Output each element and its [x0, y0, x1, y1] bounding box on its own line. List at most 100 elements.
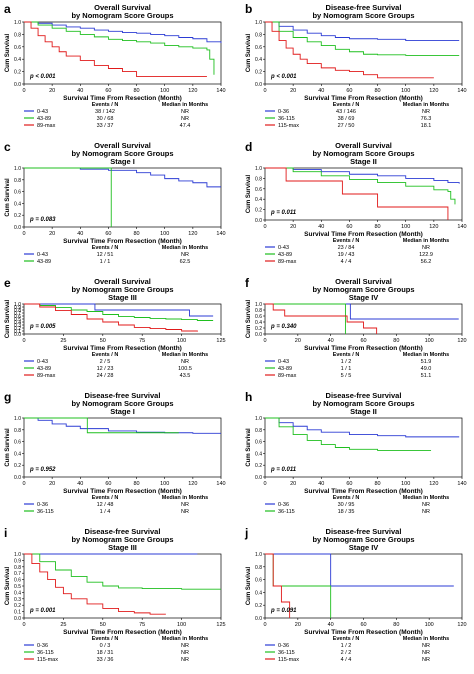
x-tick-label: 100	[401, 224, 410, 230]
legend-header-median: Median in Months	[162, 495, 208, 501]
legend-group-name: 0-36	[278, 502, 289, 508]
panel-title-line: by Nomogram Score Groups	[71, 535, 173, 544]
legend-median: NR	[422, 502, 430, 508]
y-tick-label: 0.8	[255, 428, 262, 434]
legend-group-name: 0-36	[278, 643, 289, 649]
x-tick-label: 0	[263, 481, 266, 487]
x-tick-label: 0	[22, 622, 25, 628]
y-tick-label: 0.7	[14, 571, 21, 577]
y-tick-label: 0.0	[14, 475, 21, 481]
y-tick-label: 0.0	[255, 332, 262, 338]
y-tick-label: 0.7	[14, 311, 21, 317]
x-tick-label: 60	[346, 88, 352, 94]
x-tick-label: 0	[263, 88, 266, 94]
legend-events: 2 / 2	[341, 650, 352, 656]
legend-header-events: Events / N	[92, 352, 119, 358]
legend-group-name: 0-43	[37, 109, 48, 115]
y-tick-label: 0.8	[255, 565, 262, 571]
series-line-0-36	[24, 417, 221, 434]
plot-frame	[23, 417, 222, 478]
x-tick-label: 75	[139, 338, 145, 344]
panel-letter: i	[4, 526, 7, 540]
legend-median: NR	[181, 109, 189, 115]
y-tick-label: 0.2	[255, 463, 262, 469]
legend-median: NR	[422, 245, 430, 251]
x-tick-label: 140	[457, 481, 466, 487]
p-value: p = 0.001	[29, 608, 56, 614]
x-axis-label: Survival Time From Resection (Month)	[63, 345, 182, 352]
legend-group-name: 43-89	[37, 366, 51, 372]
x-tick-label: 20	[290, 481, 296, 487]
legend-events: 1 / 1	[100, 259, 111, 265]
x-tick-label: 100	[401, 88, 410, 94]
x-tick-label: 0	[22, 338, 25, 344]
legend-events: 38 / 69	[338, 116, 355, 122]
x-tick-label: 60	[360, 338, 366, 344]
x-axis-label: Survival Time From Resection (Month)	[63, 238, 182, 245]
x-tick-label: 140	[457, 88, 466, 94]
panel-title-line: by Nomogram Score Groups	[71, 149, 173, 158]
legend-group-name: 36-115	[278, 509, 295, 515]
x-tick-label: 20	[49, 88, 55, 94]
y-tick-label: 0.8	[14, 565, 21, 571]
panel-title-line: Overall Survival	[94, 277, 151, 286]
legend-group-name: 89-max	[37, 373, 56, 379]
legend-events: 43 / 146	[336, 109, 356, 115]
legend-median: NR	[422, 109, 430, 115]
plot-frame	[264, 167, 463, 221]
x-tick-label: 50	[100, 622, 106, 628]
legend-events: 5 / 5	[341, 373, 352, 379]
legend-header-median: Median in Months	[403, 238, 449, 244]
series-line-0-36	[265, 553, 454, 587]
y-tick-label: 0.0	[255, 475, 262, 481]
series-line-36-115	[265, 21, 460, 56]
panel-title-line: by Nomogram Score Groups	[71, 285, 173, 294]
series-line-36-115	[24, 553, 221, 590]
legend-median: 122.9	[419, 252, 433, 258]
y-axis-label: Cum Survival	[5, 300, 11, 339]
x-tick-label: 120	[188, 231, 197, 237]
panel-title-line: Stage III	[108, 543, 137, 552]
series-line-89-max	[24, 303, 198, 332]
y-tick-label: 0.8	[255, 176, 262, 182]
y-tick-label: 0.5	[14, 584, 21, 590]
panel-title-line: by Nomogram Score Groups	[312, 399, 414, 408]
x-tick-label: 60	[105, 88, 111, 94]
legend-events: 23 / 84	[338, 245, 355, 251]
panel-letter: j	[244, 526, 248, 540]
y-tick-label: 0.5	[14, 317, 21, 323]
panel-title-line: Stage II	[350, 407, 377, 416]
x-tick-label: 0	[263, 224, 266, 230]
legend-median: NR	[181, 502, 189, 508]
legend-median: 49.0	[421, 366, 432, 372]
x-tick-label: 0	[22, 231, 25, 237]
series-line-43-89	[24, 167, 112, 227]
y-tick-label: 1.0	[255, 20, 262, 26]
legend-group-name: 36-115	[278, 116, 295, 122]
series-line-0-36	[265, 417, 460, 438]
legend-group-name: 36-115	[37, 650, 54, 656]
y-tick-label: 1.0	[255, 302, 262, 308]
panel-title-line: Disease-free Survival	[326, 527, 402, 536]
y-axis-label: Cum Survival	[246, 34, 252, 73]
x-tick-label: 0	[22, 88, 25, 94]
y-tick-label: 0.6	[14, 440, 21, 446]
plot-frame	[264, 21, 463, 85]
legend-group-name: 43-89	[37, 116, 51, 122]
panel-title-line: by Nomogram Score Groups	[312, 149, 414, 158]
legend-events: 12 / 51	[97, 252, 114, 258]
panel-title-line: Overall Survival	[94, 141, 151, 150]
series-line-43-89	[265, 303, 346, 334]
legend-median: NR	[181, 643, 189, 649]
p-value: p = 0.005	[29, 324, 56, 330]
x-tick-label: 75	[139, 622, 145, 628]
legend-group-name: 36-115	[278, 650, 295, 656]
y-tick-label: 0.0	[14, 82, 21, 88]
panel-title-line: by Nomogram Score Groups	[71, 399, 173, 408]
panel-title-line: Stage II	[350, 157, 377, 166]
x-axis-label: Survival Time From Resection (Month)	[63, 488, 182, 495]
legend-header-median: Median in Months	[162, 102, 208, 108]
series-line-0-36	[265, 21, 460, 42]
